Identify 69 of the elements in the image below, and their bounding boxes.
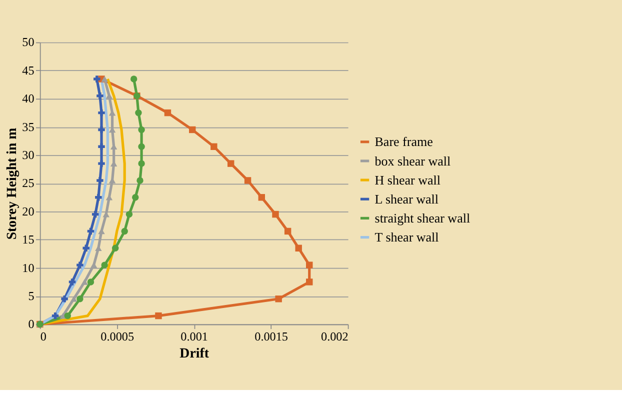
x-tick-label: 0.001	[180, 329, 208, 344]
y-tick-label: 30	[22, 148, 34, 162]
point	[98, 160, 105, 167]
point	[94, 76, 100, 82]
point	[81, 279, 88, 285]
y-axis-title: Storey Height in m	[5, 127, 20, 240]
point	[101, 76, 108, 82]
point	[87, 278, 94, 286]
point	[138, 160, 145, 167]
point	[64, 312, 71, 320]
point	[95, 194, 102, 201]
point	[98, 143, 105, 150]
point	[244, 177, 252, 184]
point	[272, 210, 279, 218]
point	[295, 244, 302, 252]
point	[96, 92, 104, 100]
point	[76, 262, 84, 268]
x-tick-label: 0	[40, 329, 46, 344]
x-tick-label: 0.0005	[100, 329, 134, 344]
point	[98, 109, 105, 116]
point	[126, 210, 133, 218]
point	[227, 160, 234, 167]
point	[132, 194, 139, 201]
point	[138, 126, 145, 134]
point	[121, 228, 128, 235]
y-tick-label: 45	[22, 63, 34, 78]
point	[82, 244, 90, 252]
point	[96, 177, 104, 184]
point	[136, 177, 144, 184]
point	[306, 278, 313, 286]
y-tick-label: 50	[22, 35, 34, 50]
point	[130, 76, 138, 82]
point	[306, 262, 313, 268]
point	[210, 143, 218, 150]
point	[52, 312, 59, 320]
point	[188, 126, 196, 134]
point	[138, 143, 145, 150]
legend-label: Bare frame	[374, 134, 434, 150]
legend-label: L shear wall	[374, 191, 439, 206]
x-tick-label: 0.0015	[254, 329, 288, 344]
point	[98, 126, 105, 134]
point	[87, 228, 94, 235]
legend-label: H shear wall	[374, 172, 441, 188]
point	[284, 228, 292, 235]
y-tick-label: 40	[22, 92, 34, 106]
legend-label: straight shear wall	[374, 210, 470, 226]
y-tick-label: 35	[22, 120, 34, 134]
y-tick-label: 15	[22, 232, 34, 247]
point	[68, 278, 76, 286]
point	[112, 244, 119, 252]
legend-label: box shear wall	[374, 153, 451, 168]
point	[164, 109, 172, 116]
point	[61, 296, 68, 302]
y-tick-label: 25	[22, 176, 34, 190]
point	[275, 296, 282, 302]
point	[135, 109, 142, 116]
point	[258, 194, 265, 201]
y-tick-label: 10	[22, 260, 34, 275]
point	[155, 312, 162, 320]
y-tick-label: 0	[28, 317, 34, 332]
y-tick-label: 20	[22, 204, 34, 218]
point	[101, 262, 108, 268]
legend-label: T shear wall	[374, 230, 440, 245]
y-tick-label: 5	[28, 288, 34, 303]
x-tick-label: 0.002	[321, 329, 348, 344]
point	[76, 296, 84, 302]
point	[70, 296, 78, 302]
x-axis-title: Drift	[180, 346, 210, 362]
point	[92, 210, 99, 218]
